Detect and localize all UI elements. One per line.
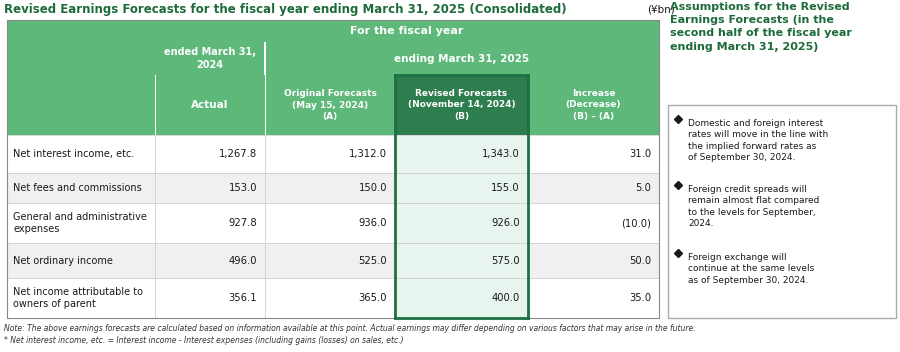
Text: Actual: Actual bbox=[192, 100, 229, 110]
Bar bbox=[395, 278, 528, 318]
Text: 5.0: 5.0 bbox=[635, 183, 651, 193]
Text: 1,343.0: 1,343.0 bbox=[482, 149, 520, 159]
Bar bbox=[7, 135, 155, 173]
Text: 927.8: 927.8 bbox=[229, 218, 257, 228]
Bar bbox=[155, 75, 156, 135]
Text: 365.0: 365.0 bbox=[358, 293, 387, 303]
Bar bbox=[528, 278, 659, 318]
Bar bbox=[395, 203, 528, 243]
Bar bbox=[668, 105, 896, 318]
Bar bbox=[7, 42, 155, 75]
Text: (10.0): (10.0) bbox=[621, 218, 651, 228]
Bar bbox=[265, 203, 395, 243]
Bar bbox=[528, 173, 659, 203]
Bar bbox=[265, 135, 395, 173]
Bar bbox=[265, 243, 395, 278]
Bar bbox=[395, 75, 528, 135]
Text: 1,267.8: 1,267.8 bbox=[219, 149, 257, 159]
Bar bbox=[155, 243, 265, 278]
Bar bbox=[265, 75, 395, 135]
Text: General and administrative
expenses: General and administrative expenses bbox=[13, 212, 147, 234]
Text: * Net interest income, etc. = Interest income - Interest expenses (including gai: * Net interest income, etc. = Interest i… bbox=[4, 336, 403, 345]
Bar bbox=[265, 278, 395, 318]
Text: Foreign credit spreads will
remain almost flat compared
to the levels for Septem: Foreign credit spreads will remain almos… bbox=[688, 185, 819, 228]
Bar bbox=[7, 173, 155, 203]
Bar bbox=[7, 243, 155, 278]
Text: 400.0: 400.0 bbox=[491, 293, 520, 303]
Bar bbox=[265, 42, 659, 75]
Text: 936.0: 936.0 bbox=[358, 218, 387, 228]
Bar bbox=[155, 20, 659, 42]
Text: Net ordinary income: Net ordinary income bbox=[13, 256, 112, 265]
Bar bbox=[528, 135, 659, 173]
Text: ending March 31, 2025: ending March 31, 2025 bbox=[394, 54, 529, 63]
Text: 155.0: 155.0 bbox=[491, 183, 520, 193]
Text: 35.0: 35.0 bbox=[629, 293, 651, 303]
Bar bbox=[155, 278, 265, 318]
Text: Increase
(Decrease)
(B) – (A): Increase (Decrease) (B) – (A) bbox=[566, 89, 621, 121]
Text: 150.0: 150.0 bbox=[358, 183, 387, 193]
Bar bbox=[0, 0, 900, 20]
Bar bbox=[527, 75, 528, 135]
Bar bbox=[155, 135, 265, 173]
Text: 153.0: 153.0 bbox=[229, 183, 257, 193]
Bar bbox=[264, 42, 265, 75]
Text: 926.0: 926.0 bbox=[491, 218, 520, 228]
Bar bbox=[7, 20, 155, 42]
Text: 1,312.0: 1,312.0 bbox=[349, 149, 387, 159]
Bar bbox=[395, 173, 528, 203]
Bar bbox=[7, 278, 155, 318]
Text: Foreign exchange will
continue at the same levels
as of September 30, 2024.: Foreign exchange will continue at the sa… bbox=[688, 253, 814, 285]
Bar bbox=[155, 203, 265, 243]
Bar bbox=[528, 75, 659, 135]
Text: Domestic and foreign interest
rates will move in the line with
the implied forwa: Domestic and foreign interest rates will… bbox=[688, 119, 828, 162]
Text: 50.0: 50.0 bbox=[629, 256, 651, 265]
Text: Assumptions for the Revised
Earnings Forecasts (in the
second half of the fiscal: Assumptions for the Revised Earnings For… bbox=[670, 2, 852, 52]
Bar bbox=[394, 75, 395, 135]
Bar bbox=[7, 75, 155, 135]
Bar bbox=[265, 42, 266, 75]
Bar bbox=[7, 203, 155, 243]
Text: Revised Forecasts
(November 14, 2024)
(B): Revised Forecasts (November 14, 2024) (B… bbox=[408, 89, 516, 121]
Text: Original Forecasts
(May 15, 2024)
(A): Original Forecasts (May 15, 2024) (A) bbox=[284, 89, 376, 121]
Text: 496.0: 496.0 bbox=[229, 256, 257, 265]
Bar bbox=[155, 42, 265, 75]
Bar bbox=[395, 135, 528, 173]
Bar bbox=[528, 243, 659, 278]
Bar bbox=[265, 173, 395, 203]
Text: 575.0: 575.0 bbox=[491, 256, 520, 265]
Bar bbox=[155, 75, 265, 135]
Bar bbox=[659, 75, 660, 135]
Text: Net interest income, etc.: Net interest income, etc. bbox=[13, 149, 134, 159]
Bar bbox=[395, 243, 528, 278]
Text: Note: The above earnings forecasts are calculated based on information available: Note: The above earnings forecasts are c… bbox=[4, 324, 696, 333]
Text: For the fiscal year: For the fiscal year bbox=[350, 26, 464, 36]
Text: ended March 31,
2024: ended March 31, 2024 bbox=[164, 47, 256, 70]
Text: 31.0: 31.0 bbox=[629, 149, 651, 159]
Bar bbox=[528, 203, 659, 243]
Text: Net fees and commissions: Net fees and commissions bbox=[13, 183, 142, 193]
Text: (¥bn): (¥bn) bbox=[647, 5, 675, 15]
Text: 356.1: 356.1 bbox=[229, 293, 257, 303]
Text: Net income attributable to
owners of parent: Net income attributable to owners of par… bbox=[13, 287, 143, 309]
Bar bbox=[155, 173, 265, 203]
Text: 525.0: 525.0 bbox=[358, 256, 387, 265]
Text: Revised Earnings Forecasts for the fiscal year ending March 31, 2025 (Consolidat: Revised Earnings Forecasts for the fisca… bbox=[4, 4, 567, 17]
